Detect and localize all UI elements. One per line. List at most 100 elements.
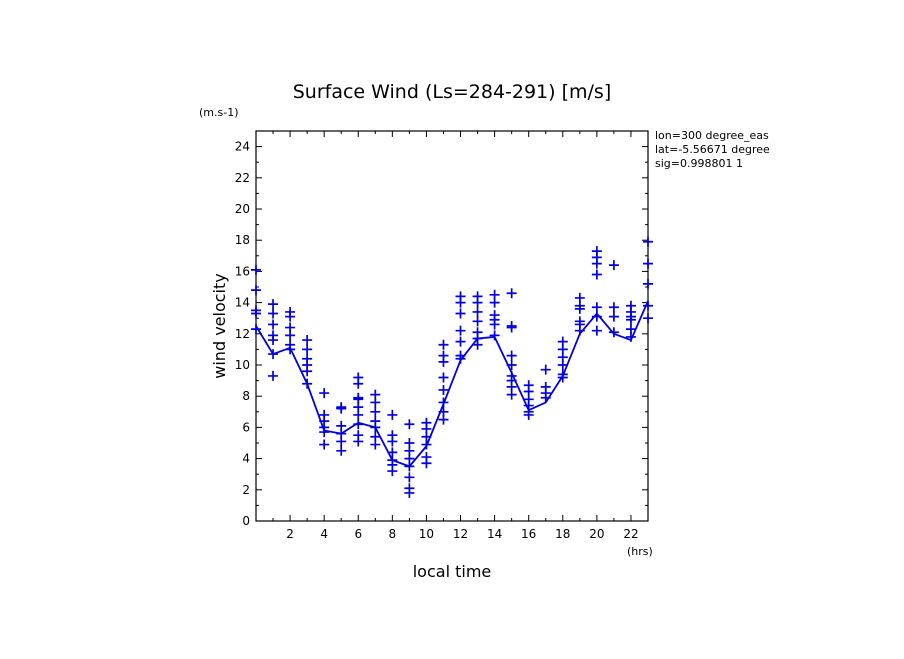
data-point [472,306,483,317]
data-point [438,372,449,383]
data-point [302,335,313,346]
info-line-sig: sig=0.998801 1 [655,157,743,170]
data-point [251,285,261,296]
data-point [387,466,398,477]
x-axis-label: local time [413,562,492,581]
data-point [268,308,279,319]
data-point [319,439,330,450]
data-point [438,384,449,395]
y-unit-label: (m.s-1) [199,106,239,119]
y-tick-label: 22 [235,171,250,185]
data-point [251,264,261,275]
data-point [353,436,364,447]
data-point [489,319,500,330]
y-tick-label: 10 [235,358,250,372]
y-tick-label: 4 [242,452,250,466]
data-point [643,278,653,289]
data-point [438,414,449,425]
x-unit-label: (hrs) [627,545,653,558]
data-point [285,330,296,341]
data-point [455,325,466,336]
data-point [455,336,466,347]
y-tick-label: 20 [235,202,250,216]
x-tick-label: 14 [487,527,502,541]
data-point [455,297,466,308]
data-point [404,472,415,483]
x-tick-label: 8 [389,527,397,541]
info-line-lon: lon=300 degree_eas [655,129,769,142]
data-point [370,439,381,450]
data-point [268,319,279,330]
data-point [591,302,602,313]
data-point [404,487,415,498]
data-point [438,339,449,350]
data-point [387,436,398,447]
data-marks [251,236,653,498]
data-point [336,436,347,447]
data-point [438,356,449,367]
data-point [506,350,517,361]
y-tick-label: 8 [242,389,250,403]
data-point [472,297,483,308]
data-point [591,325,602,336]
data-point [336,445,347,456]
data-point [574,303,585,314]
data-point [506,389,517,400]
data-point [421,458,432,469]
x-tick-label: 12 [453,527,468,541]
data-point [268,299,279,310]
x-tick-label: 18 [555,527,570,541]
data-point [268,370,279,381]
info-line-lat: lat=-5.56671 degree [655,143,770,156]
data-point [608,327,619,338]
data-point [268,335,279,346]
data-point [472,316,483,327]
y-tick-label: 12 [235,327,250,341]
data-point [625,314,636,325]
data-point [608,260,619,271]
data-point [608,302,619,313]
data-point [302,366,313,377]
x-tick-label: 10 [419,527,434,541]
x-tick-label: 4 [320,527,328,541]
data-point [489,297,500,308]
y-tick-label: 24 [235,140,250,154]
data-point [643,313,653,324]
data-point [506,322,517,333]
mean-line [255,300,649,468]
data-point [591,258,602,269]
data-point [643,258,653,269]
x-tick-label: 2 [286,527,294,541]
data-point [404,419,415,430]
data-point [387,409,398,420]
data-point [455,308,466,319]
data-point [251,324,261,335]
data-point [540,364,551,375]
data-point [643,236,653,247]
data-point [336,403,347,414]
data-point [523,409,534,420]
y-axis-label: wind velocity [210,273,229,378]
y-tick-label: 18 [235,233,250,247]
data-point [506,288,517,299]
data-point [319,388,330,399]
x-tick-label: 16 [521,527,536,541]
y-tick-label: 0 [242,514,250,528]
chart-title: Surface Wind (Ls=284-291) [m/s] [293,81,612,103]
y-tick-label: 6 [242,420,250,434]
data-point [353,378,364,389]
plot-frame [255,130,649,522]
x-tick-label: 22 [623,527,638,541]
data-point [353,409,364,420]
y-tick-label: 14 [235,296,250,310]
x-tick-label: 20 [589,527,604,541]
data-point [608,311,619,322]
data-point [285,311,296,322]
y-tick-label: 16 [235,264,250,278]
y-tick-label: 2 [242,483,250,497]
data-point [591,269,602,280]
data-point [472,339,483,350]
data-point [370,397,381,408]
